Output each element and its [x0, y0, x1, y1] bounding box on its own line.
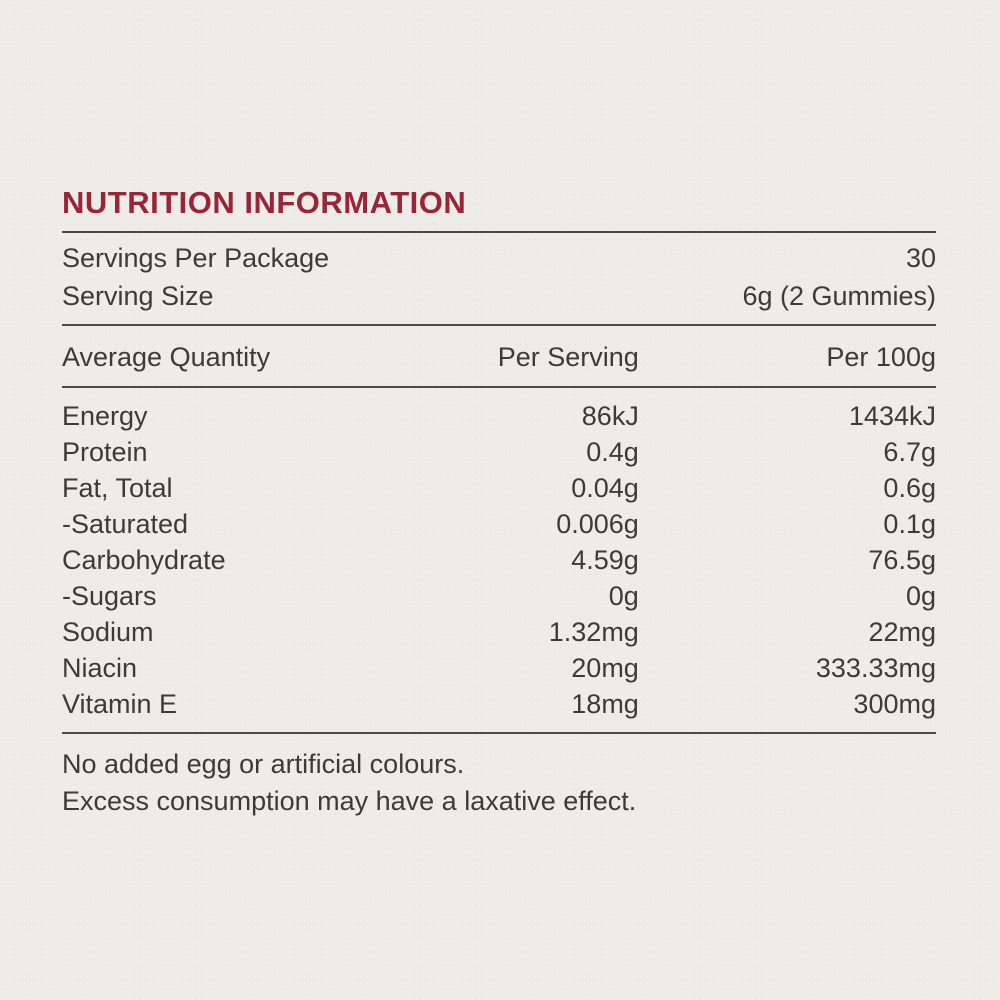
serving-info-label: Servings Per Package: [62, 243, 330, 273]
table-row: Protein 0.4g 6.7g: [62, 434, 936, 470]
table-row: Carbohydrate 4.59g 76.5g: [62, 542, 936, 578]
nutrient-name: Vitamin E: [62, 689, 178, 719]
per-100g-value: 0g: [905, 581, 936, 611]
serving-info-value: 6g (2 Gummies): [742, 281, 936, 311]
per-100g-value: 300mg: [853, 689, 936, 719]
per-100g-value: 0.1g: [883, 509, 936, 539]
divider-top: [62, 231, 936, 233]
table-row: Vitamin E 18mg 300mg: [62, 686, 936, 722]
divider-header: [62, 386, 936, 388]
table-row: Energy 86kJ 1434kJ: [62, 398, 936, 434]
nutrient-name: -Sugars: [62, 581, 157, 611]
per-serving-value: 18mg: [571, 689, 639, 719]
serving-info-value: 30: [905, 243, 936, 273]
per-serving-value: 0.006g: [556, 509, 639, 539]
panel-title: NUTRITION INFORMATION: [62, 185, 467, 220]
table-row: Sodium 1.32mg 22mg: [62, 614, 936, 650]
footnote-laxative: Excess consumption may have a laxative e…: [62, 786, 637, 816]
table-row: -Saturated 0.006g 0.1g: [62, 506, 936, 542]
divider-bottom: [62, 732, 936, 734]
nutrient-name: -Saturated: [62, 509, 189, 539]
per-100g-value: 333.33mg: [815, 653, 936, 683]
per-serving-value: 1.32mg: [548, 617, 639, 647]
nutrient-table-header: Average Quantity Per Serving Per 100g: [62, 326, 936, 386]
per-100g-value: 6.7g: [883, 437, 936, 467]
serving-info-row: Servings Per Package 30: [62, 239, 936, 277]
table-row: Niacin 20mg 333.33mg: [62, 650, 936, 686]
serving-info-section: Servings Per Package 30 Serving Size 6g …: [62, 233, 936, 324]
nutrient-name: Fat, Total: [62, 473, 173, 503]
header-per-serving: Per Serving: [497, 342, 639, 372]
per-100g-value: 22mg: [868, 617, 936, 647]
nutrient-name: Sodium: [62, 617, 154, 647]
per-serving-value: 20mg: [571, 653, 639, 683]
per-serving-value: 0.04g: [571, 473, 639, 503]
nutrient-name: Niacin: [62, 653, 138, 683]
footnote-allergen: No added egg or artificial colours.: [62, 749, 465, 779]
per-serving-value: 4.59g: [571, 545, 639, 575]
per-serving-value: 86kJ: [581, 401, 639, 431]
per-100g-value: 1434kJ: [848, 401, 936, 431]
per-serving-value: 0g: [608, 581, 639, 611]
divider-serving: [62, 324, 936, 326]
header-per-100g: Per 100g: [826, 342, 936, 372]
header-row: Average Quantity Per Serving Per 100g: [62, 338, 936, 376]
nutrient-name: Protein: [62, 437, 148, 467]
nutrient-name: Energy: [62, 401, 148, 431]
header-average-quantity: Average Quantity: [62, 342, 271, 372]
per-100g-value: 0.6g: [883, 473, 936, 503]
footnotes-section: No added egg or artificial colours. Exce…: [62, 746, 936, 820]
per-serving-value: 0.4g: [586, 437, 639, 467]
nutrition-panel: NUTRITION INFORMATION Servings Per Packa…: [62, 186, 936, 820]
per-100g-value: 76.5g: [868, 545, 936, 575]
nutrient-table-body: Energy 86kJ 1434kJ Protein 0.4g 6.7g Fat…: [62, 388, 936, 732]
serving-info-label: Serving Size: [62, 281, 214, 311]
table-row: Fat, Total 0.04g 0.6g: [62, 470, 936, 506]
nutrient-name: Carbohydrate: [62, 545, 226, 575]
serving-info-row: Serving Size 6g (2 Gummies): [62, 277, 936, 315]
table-row: -Sugars 0g 0g: [62, 578, 936, 614]
